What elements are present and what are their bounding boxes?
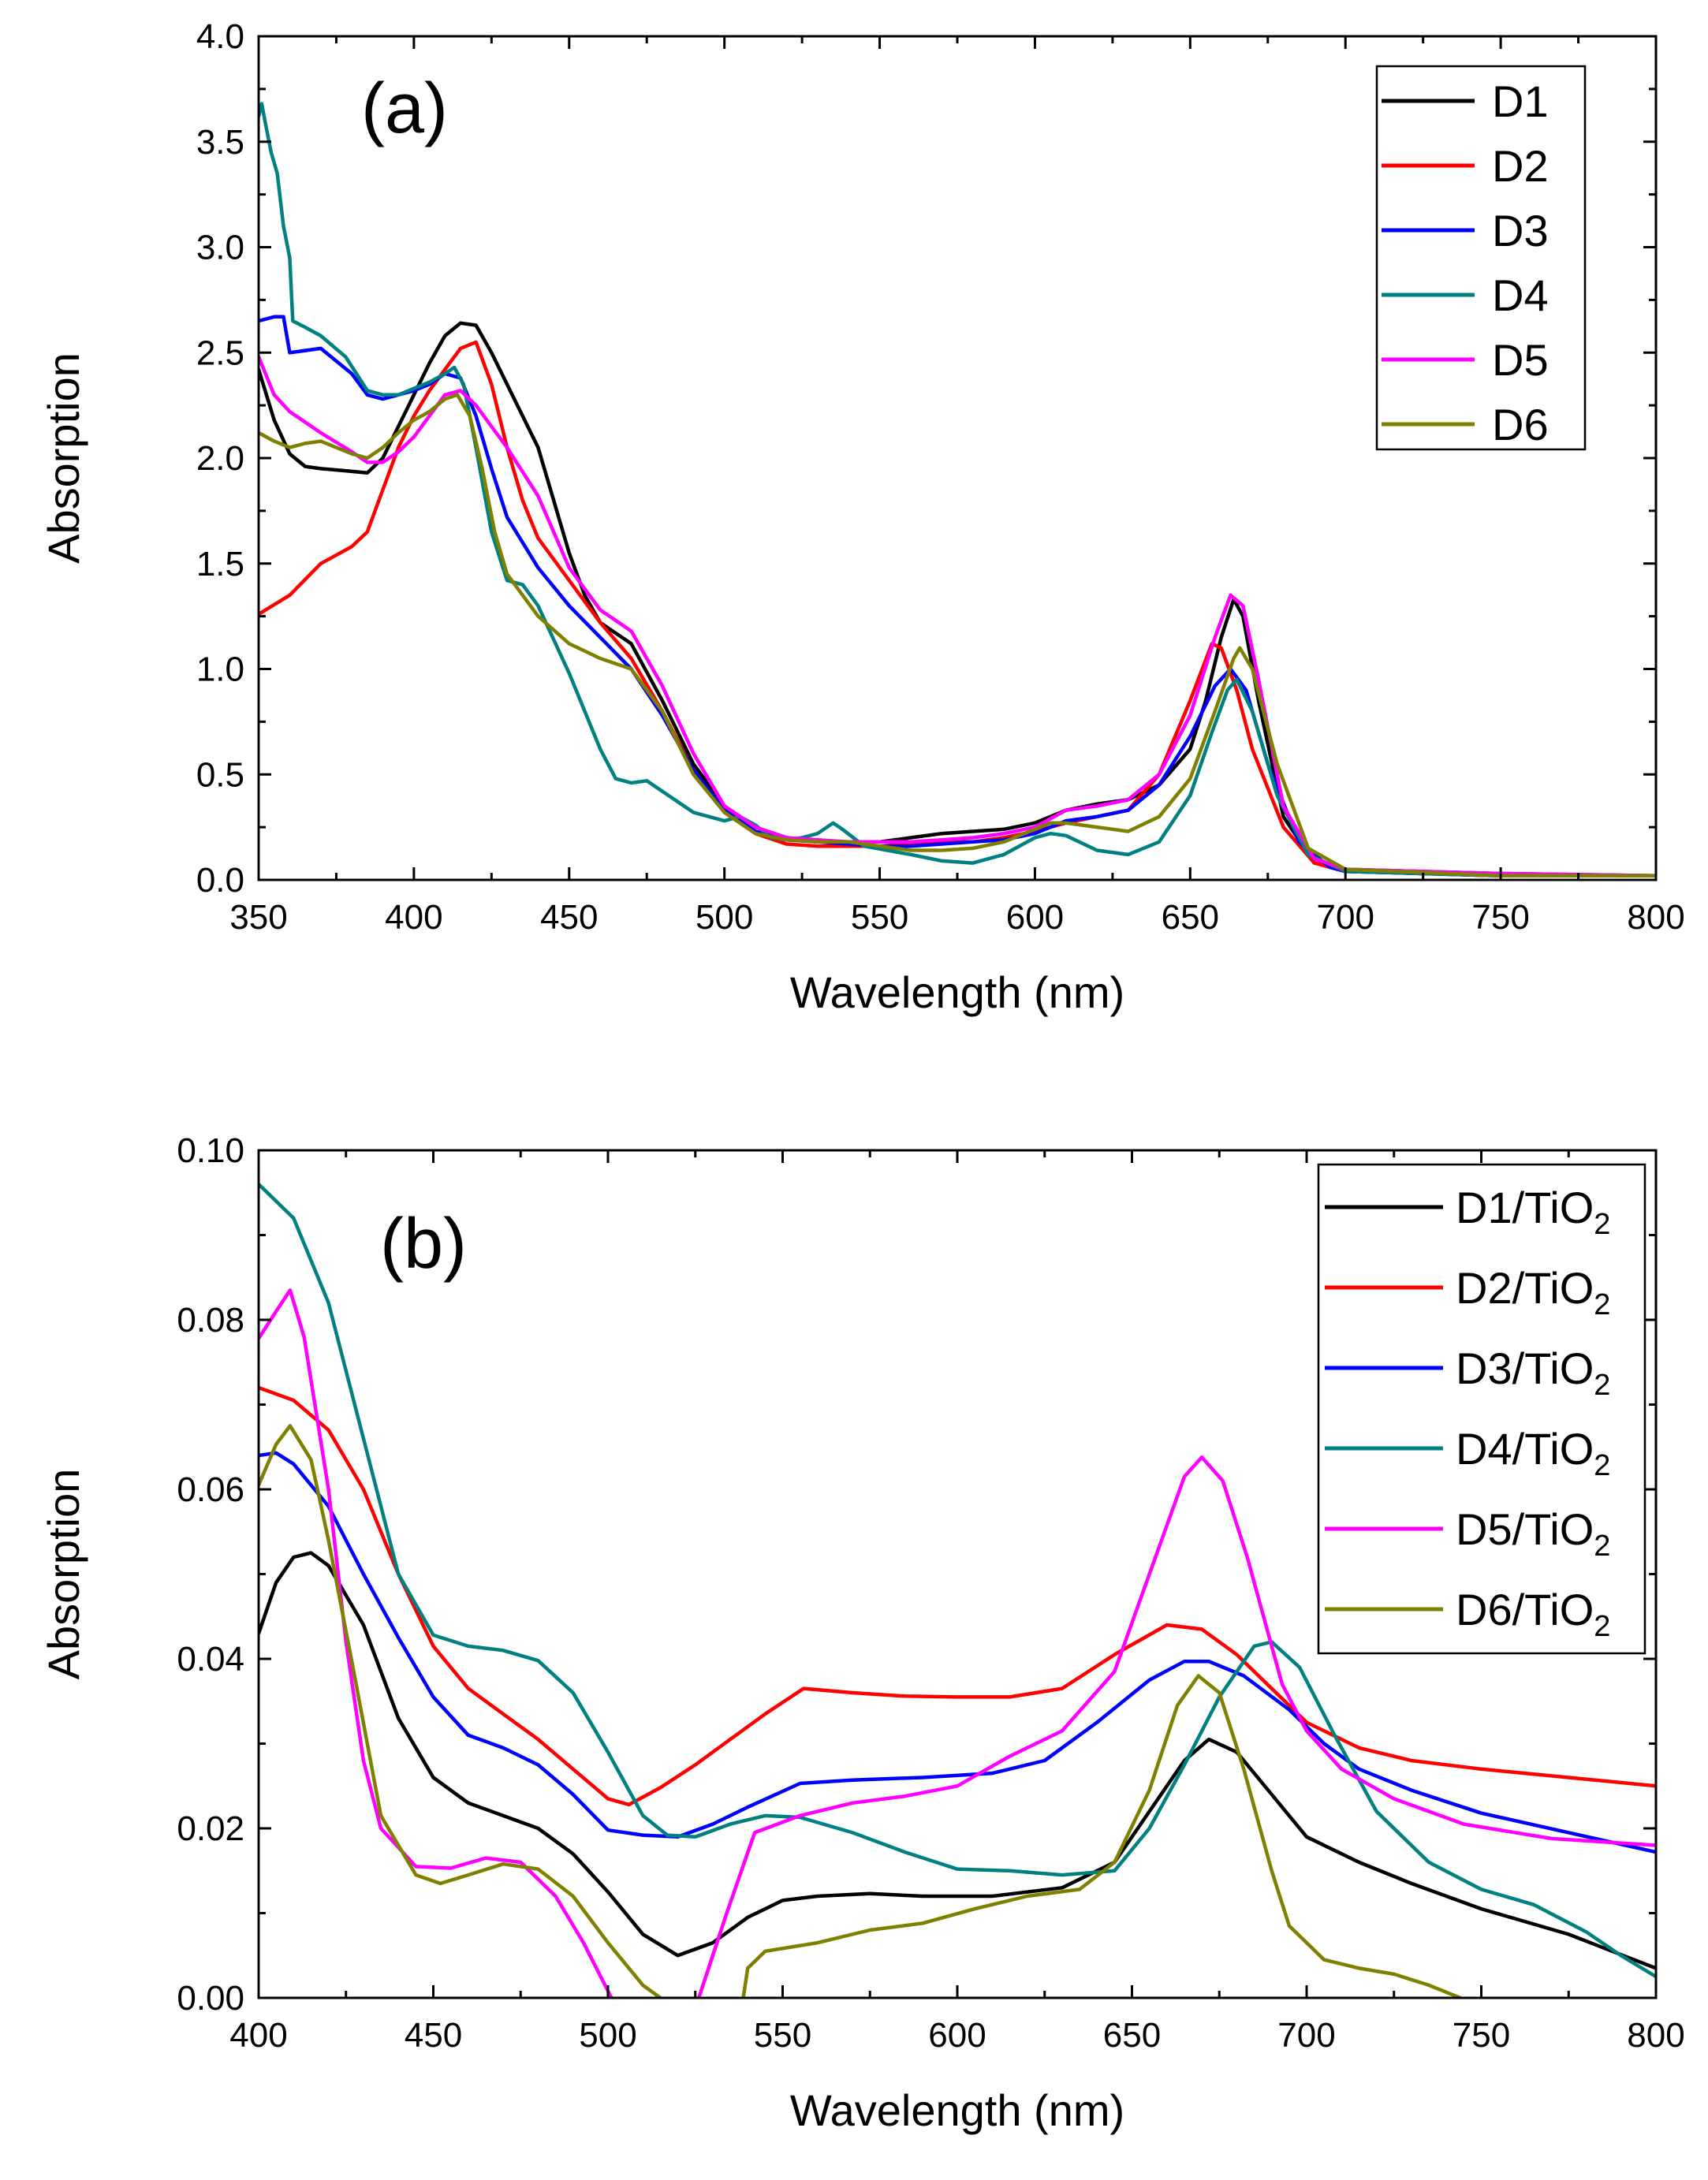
x-tick-label: 500 — [696, 898, 753, 937]
x-tick-label: 750 — [1471, 898, 1529, 937]
x-tick-label: 700 — [1317, 898, 1374, 937]
legend-label-d4: D4/TiO2 — [1456, 1424, 1610, 1482]
series-line-d1 — [259, 1551, 1656, 1970]
y-tick-label: 0.10 — [177, 1131, 244, 1170]
legend: D1/TiO2 D2/TiO2 D3/TiO2 D4/TiO2 D5/TiO2 D6/Ti… — [1317, 1163, 1646, 1655]
y-axis-label: Absorption — [39, 1469, 88, 1680]
series-line-d6 — [259, 393, 1656, 878]
legend-label-d6: D6/TiO2 — [1456, 1585, 1610, 1643]
series-line-d3 — [259, 1451, 1656, 1854]
legend-label-d5: D5 — [1492, 335, 1549, 385]
y-tick-label: 0.00 — [177, 1979, 244, 2018]
y-tick-label: 3.0 — [196, 229, 244, 267]
x-tick-label: 500 — [579, 2016, 636, 2055]
y-tick-label: 1.5 — [196, 545, 244, 583]
legend-label-d2: D2 — [1492, 141, 1549, 191]
chart-panel-1: 400 450 500 550 600 650 700 750 800 0.00 0.02 0.04 0… — [39, 1131, 1685, 2135]
x-tick-label: 550 — [851, 898, 908, 937]
legend-label-d3: D3/TiO2 — [1456, 1343, 1610, 1402]
x-tick-label: 400 — [229, 2016, 287, 2055]
y-tick-label: 0.08 — [177, 1301, 244, 1340]
x-tick-label: 600 — [1006, 898, 1064, 937]
x-tick-label: 400 — [385, 898, 442, 937]
y-axis-label: Absorption — [39, 352, 88, 564]
y-tick-label: 0.04 — [177, 1640, 244, 1679]
series-line-d5 — [259, 355, 1656, 878]
x-tick-label: 450 — [540, 898, 598, 937]
legend-label-d3: D3 — [1492, 206, 1549, 255]
y-tick-label: 0.0 — [196, 861, 244, 900]
y-tick-label: 2.0 — [196, 439, 244, 478]
y-tick-label: 0.5 — [196, 755, 244, 794]
legend-label-d1: D1 — [1492, 76, 1549, 126]
y-tick-label: 2.5 — [196, 334, 244, 372]
y-tick-label: 4.0 — [196, 17, 244, 56]
y-tick-label: 0.02 — [177, 1809, 244, 1848]
x-axis-label: Wavelength (nm) — [790, 2085, 1124, 2135]
series-line-d4 — [259, 102, 1656, 878]
y-tick-label: 1.0 — [196, 650, 244, 689]
x-tick-label: 650 — [1162, 898, 1219, 937]
x-tick-label: 600 — [928, 2016, 986, 2055]
legend-label-d4: D4 — [1492, 270, 1549, 320]
series-line-d5 — [259, 1288, 1656, 1998]
x-tick-label: 750 — [1453, 2016, 1510, 2055]
x-tick-label: 450 — [405, 2016, 462, 2055]
chart-panel-0: 350 400 450 500 550 600 650 700 750 800 0.0 0.5 1.0 1… — [39, 17, 1685, 1017]
y-tick-label: 3.5 — [196, 123, 244, 162]
x-tick-label: 800 — [1627, 898, 1684, 937]
x-tick-label: 700 — [1277, 2016, 1335, 2055]
panel-label: (b) — [380, 1205, 467, 1284]
x-tick-label: 800 — [1627, 2016, 1684, 2055]
panel-label: (a) — [361, 69, 448, 148]
legend-label-d2: D2/TiO2 — [1456, 1263, 1610, 1321]
x-tick-label: 350 — [229, 898, 287, 937]
x-axis-label: Wavelength (nm) — [790, 967, 1124, 1017]
x-tick-label: 650 — [1103, 2016, 1161, 2055]
legend-label-d6: D6 — [1492, 400, 1549, 449]
series-line-d4 — [259, 1182, 1656, 1979]
legend-box — [1317, 1163, 1646, 1655]
legend-label-d1: D1/TiO2 — [1456, 1183, 1610, 1241]
series-line-d6 — [259, 1424, 1463, 1998]
legend: D1 D2 D3 D4 D5 D6 — [1375, 65, 1587, 451]
legend-label-d5: D5/TiO2 — [1456, 1504, 1610, 1563]
x-tick-label: 550 — [754, 2016, 811, 2055]
legend-box — [1375, 65, 1587, 451]
y-tick-label: 0.06 — [177, 1470, 244, 1509]
